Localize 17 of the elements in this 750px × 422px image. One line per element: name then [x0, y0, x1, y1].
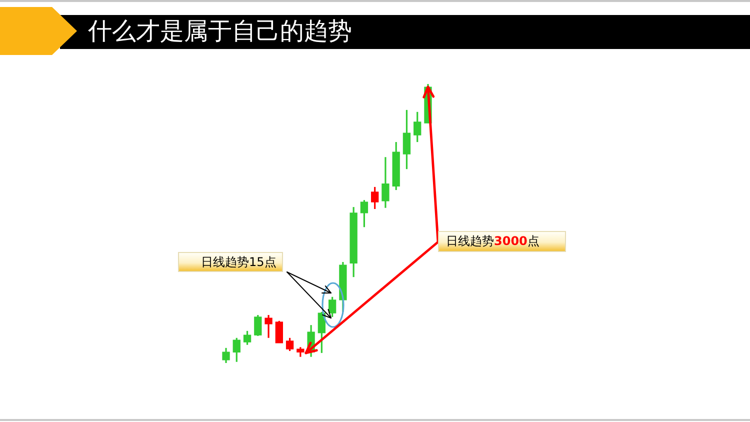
candlestick	[328, 296, 336, 318]
candlestick	[371, 186, 379, 210]
candlestick	[232, 337, 240, 363]
candlestick	[275, 320, 283, 344]
candlestick	[360, 199, 368, 228]
candlestick	[382, 156, 390, 209]
candlestick	[264, 314, 272, 339]
candlestick	[243, 330, 252, 346]
chart-title: 什么才是属于自己的趋势	[88, 16, 352, 46]
candlestick	[402, 109, 411, 170]
candlestick	[296, 346, 304, 358]
candlestick	[254, 314, 262, 337]
candlestick	[222, 347, 230, 364]
candlestick	[286, 337, 294, 352]
annotation: 日线趋势15点	[201, 254, 276, 270]
candlestick	[414, 111, 422, 143]
text: 日线趋势3000点	[446, 233, 540, 249]
